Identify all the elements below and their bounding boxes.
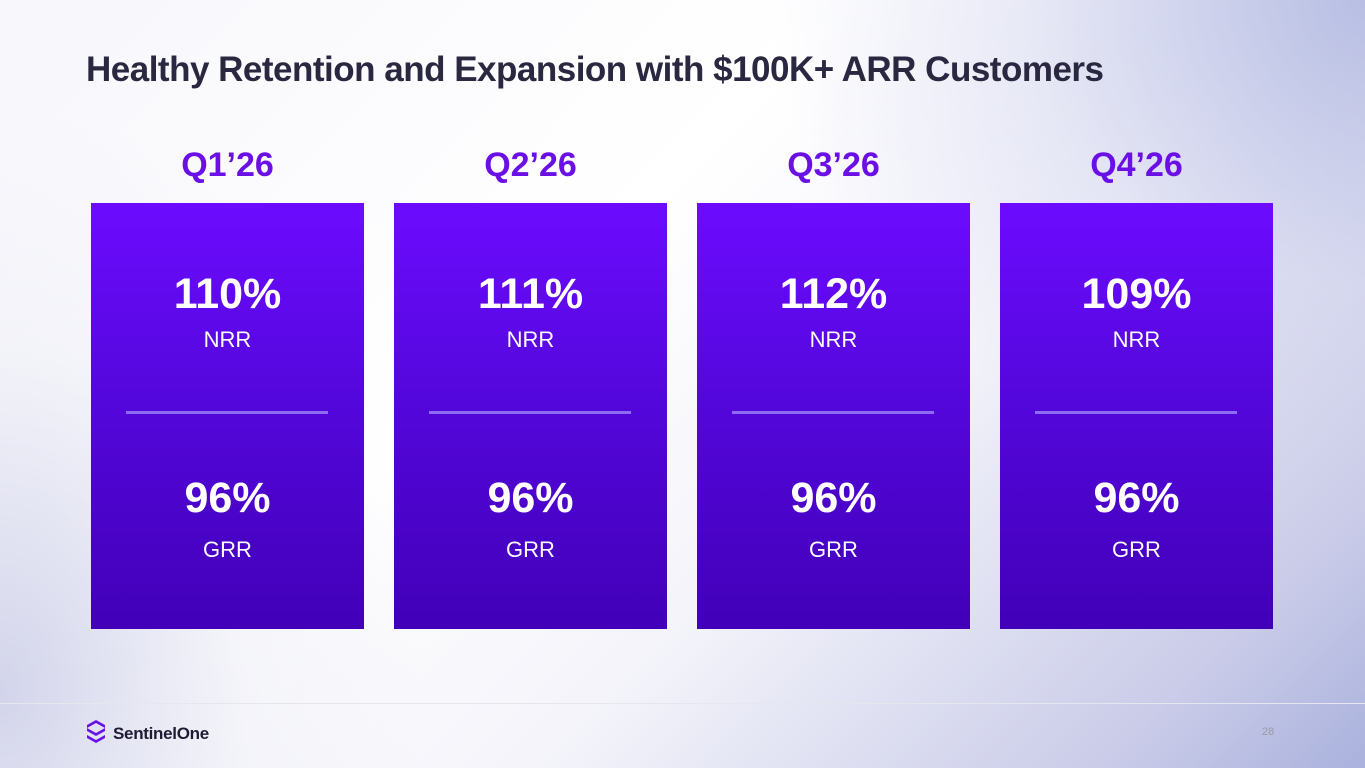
nrr-label: NRR — [203, 327, 252, 352]
logo-text: SentinelOne — [113, 724, 209, 743]
grr-label: GRR — [203, 537, 252, 562]
card-divider — [126, 411, 328, 414]
nrr-value: 110% — [173, 270, 282, 318]
nrr-value: 111% — [477, 270, 584, 318]
metric-card-q4 — [1000, 203, 1273, 629]
nrr-value: 109% — [1081, 270, 1192, 318]
metric-card-q1 — [91, 203, 364, 629]
footer-divider — [0, 703, 1365, 704]
quarter-label-q3: Q3’26 — [787, 146, 880, 184]
grr-value: 96% — [487, 474, 574, 522]
quarter-label-q2: Q2’26 — [484, 146, 577, 184]
sentinelone-logo-icon — [86, 719, 106, 749]
sentinelone-logo: SentinelOne — [86, 719, 209, 749]
quarter-label-q1: Q1’26 — [181, 146, 274, 184]
page-number: 28 — [1262, 726, 1275, 738]
grr-value: 96% — [790, 474, 877, 522]
metric-card-q2 — [394, 203, 667, 629]
metric-card-q3 — [697, 203, 970, 629]
grr-value: 96% — [184, 474, 271, 522]
grr-label: GRR — [506, 537, 555, 562]
nrr-value: 112% — [779, 270, 888, 318]
grr-label: GRR — [1112, 537, 1161, 562]
card-divider — [1035, 411, 1237, 414]
nrr-label: NRR — [809, 327, 858, 352]
nrr-label: NRR — [506, 327, 555, 352]
grr-label: GRR — [809, 537, 858, 562]
nrr-label: NRR — [1112, 327, 1161, 352]
slide-title: Healthy Retention and Expansion with $10… — [86, 50, 1104, 89]
grr-value: 96% — [1093, 474, 1180, 522]
card-divider — [732, 411, 934, 414]
quarter-label-q4: Q4’26 — [1090, 146, 1183, 184]
card-divider — [429, 411, 631, 414]
